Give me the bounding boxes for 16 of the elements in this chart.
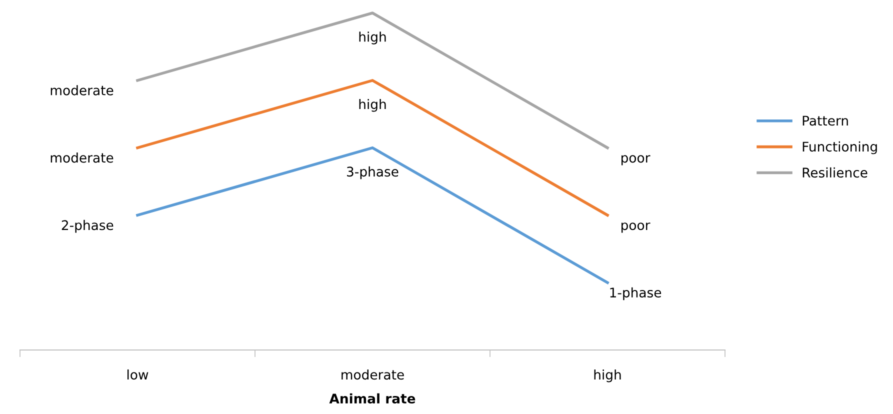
legend-label: Functioning <box>802 141 877 154</box>
annotation: poor <box>622 155 650 166</box>
annotation: moderate <box>50 152 114 163</box>
x-tick-label: low <box>127 369 148 380</box>
annotation: 1-phase <box>610 287 662 300</box>
annotation: poor <box>622 222 650 233</box>
x-tick-label: high <box>594 369 621 382</box>
x-tick-label: moderate <box>342 369 404 380</box>
legend-label: Resilience <box>802 167 868 178</box>
annotation: 2-phase <box>62 220 114 233</box>
annotation: high <box>359 99 386 112</box>
legend-label: Pattern <box>802 116 848 126</box>
annotation: 3-phase <box>347 166 398 180</box>
annotation: moderate <box>50 85 114 96</box>
x-axis-title: Animal rate <box>329 393 416 404</box>
annotation: high <box>359 32 386 44</box>
